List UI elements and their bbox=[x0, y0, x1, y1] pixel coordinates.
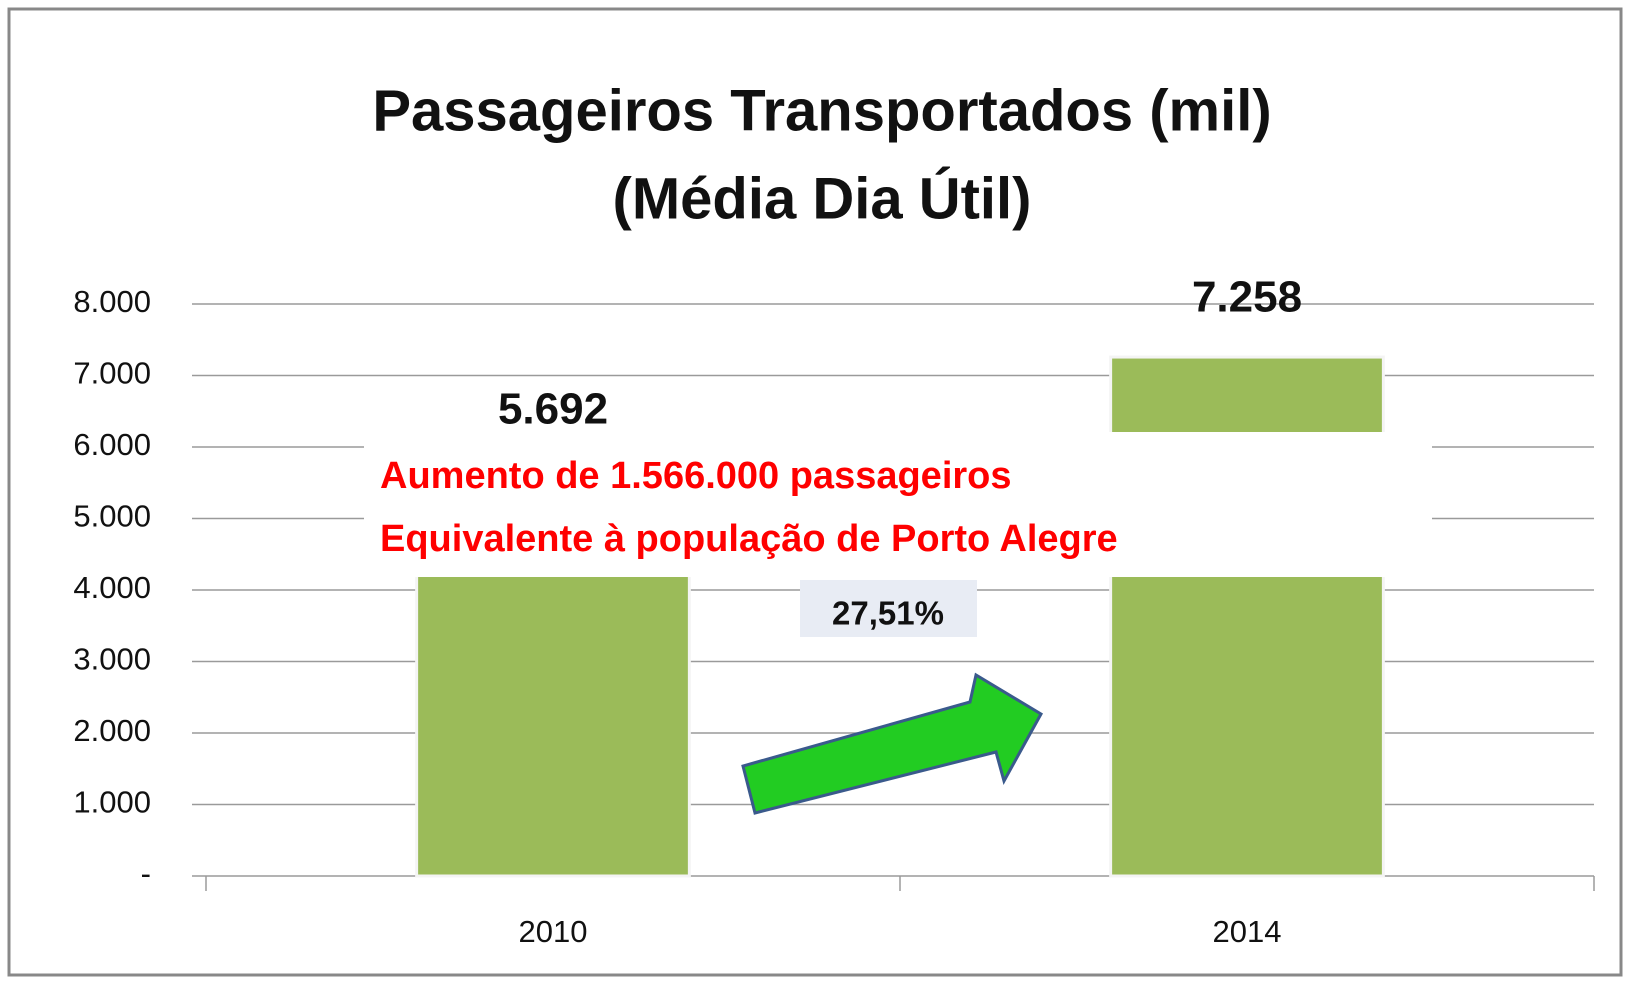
y-tick-label: 3.000 bbox=[73, 642, 151, 677]
y-tick-label: 5.000 bbox=[73, 499, 151, 534]
y-tick-label: 2.000 bbox=[73, 713, 151, 748]
value-label: 7.258 bbox=[1192, 273, 1302, 322]
percent-label: 27,51% bbox=[832, 595, 944, 632]
y-tick-label: 1.000 bbox=[73, 785, 151, 820]
y-tick-label: 7.000 bbox=[73, 356, 151, 391]
chart-title: (Média Dia Útil) bbox=[613, 166, 1032, 231]
growth-arrow bbox=[741, 672, 1044, 815]
y-tick-label: 4.000 bbox=[73, 570, 151, 605]
y-tick-label: 6.000 bbox=[73, 427, 151, 462]
x-tick-label: 2014 bbox=[1213, 914, 1282, 949]
chart-title: Passageiros Transportados (mil) bbox=[372, 78, 1271, 143]
y-tick-label: - bbox=[141, 856, 151, 891]
value-label: 5.692 bbox=[498, 385, 608, 434]
x-tick-label: 2010 bbox=[519, 914, 588, 949]
annotation-box: Aumento de 1.566.000 passageiros Equival… bbox=[364, 432, 1432, 577]
annotation-background bbox=[364, 432, 1432, 577]
annotation: Equivalente à população de Porto Alegre bbox=[380, 518, 1118, 560]
y-tick-label: 8.000 bbox=[73, 284, 151, 319]
annotation: Aumento de 1.566.000 passageiros bbox=[380, 455, 1012, 497]
labels: 2010 5.692 2014 7.258 bbox=[498, 273, 1302, 950]
percent-box bbox=[800, 580, 977, 637]
